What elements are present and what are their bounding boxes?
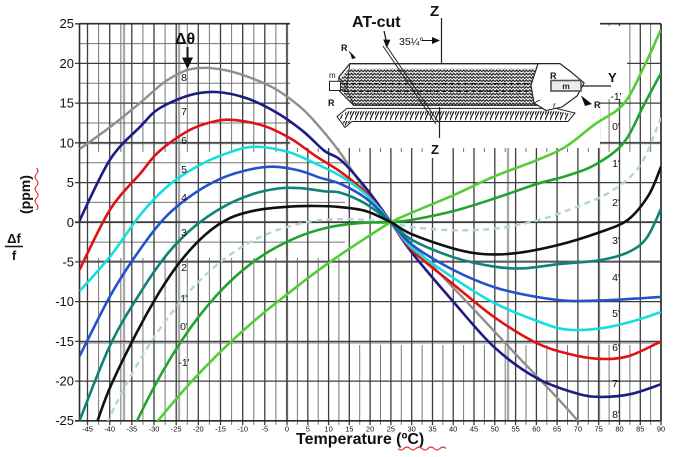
svg-text:2': 2' [612, 197, 620, 209]
svg-text:R: R [328, 98, 335, 108]
svg-text:-20: -20 [55, 374, 74, 389]
svg-text:20: 20 [60, 56, 74, 71]
svg-text:Z: Z [430, 3, 439, 20]
svg-text:5': 5' [612, 308, 620, 320]
svg-text:6: 6 [181, 135, 187, 147]
svg-text:-15: -15 [55, 334, 74, 349]
svg-text:-20: -20 [193, 425, 204, 434]
svg-text:8: 8 [181, 72, 187, 84]
svg-text:0': 0' [180, 321, 188, 333]
svg-text:40: 40 [449, 425, 457, 434]
svg-text:75: 75 [595, 425, 603, 434]
svg-text:-30: -30 [149, 425, 160, 434]
svg-text:-15: -15 [215, 425, 226, 434]
svg-text:5: 5 [67, 175, 74, 190]
svg-text:0': 0' [612, 121, 620, 133]
svg-text:8': 8' [612, 409, 620, 421]
svg-text:3': 3' [612, 235, 620, 247]
svg-text:-45: -45 [82, 425, 93, 434]
svg-text:Y: Y [608, 70, 617, 85]
svg-text:55: 55 [511, 425, 519, 434]
svg-text:2: 2 [181, 262, 187, 274]
svg-text:85: 85 [636, 425, 644, 434]
svg-text:15: 15 [60, 96, 74, 111]
svg-text:65: 65 [553, 425, 561, 434]
svg-text:R: R [341, 43, 348, 53]
svg-text:-1': -1' [178, 357, 189, 369]
svg-text:-25: -25 [55, 413, 74, 428]
svg-text:35: 35 [428, 425, 436, 434]
svg-text:15: 15 [345, 425, 353, 434]
svg-text:7: 7 [181, 106, 187, 118]
svg-text:Δθ: Δθ [175, 31, 195, 48]
svg-text:-10: -10 [237, 425, 248, 434]
svg-text:-10: -10 [55, 294, 74, 309]
svg-text:70: 70 [574, 425, 582, 434]
svg-text:AT-cut: AT-cut [352, 14, 401, 31]
svg-text:R: R [550, 71, 557, 81]
svg-text:4: 4 [181, 192, 187, 204]
svg-text:-40: -40 [104, 425, 115, 434]
svg-text:3: 3 [181, 227, 187, 239]
svg-text:1': 1' [180, 293, 188, 305]
svg-text:35¼°: 35¼° [399, 36, 424, 48]
svg-text:20: 20 [366, 425, 374, 434]
svg-text:Z: Z [431, 142, 439, 157]
svg-text:10: 10 [60, 135, 74, 150]
svg-text:50: 50 [491, 425, 499, 434]
svg-text:(ppm): (ppm) [17, 175, 33, 214]
svg-text:-25: -25 [171, 425, 182, 434]
svg-text:7': 7' [612, 378, 620, 390]
svg-text:6': 6' [612, 342, 620, 354]
svg-text:r: r [553, 100, 556, 110]
svg-text:1': 1' [612, 158, 620, 170]
svg-text:f: f [12, 248, 17, 263]
svg-text:-35: -35 [126, 425, 137, 434]
svg-text:5: 5 [306, 425, 310, 434]
svg-text:0: 0 [67, 215, 74, 230]
svg-text:m: m [562, 81, 570, 91]
svg-text:10: 10 [324, 425, 332, 434]
svg-text:Δf: Δf [7, 231, 21, 246]
svg-text:80: 80 [615, 425, 623, 434]
svg-text:R: R [594, 100, 601, 110]
svg-text:5: 5 [181, 164, 187, 176]
svg-text:25: 25 [387, 425, 395, 434]
svg-text:30: 30 [408, 425, 416, 434]
svg-text:25: 25 [60, 16, 74, 31]
svg-text:-5: -5 [62, 254, 74, 269]
svg-text:45: 45 [470, 425, 478, 434]
svg-text:-1': -1' [610, 91, 621, 103]
svg-text:-5: -5 [261, 425, 268, 434]
svg-text:60: 60 [532, 425, 540, 434]
svg-text:0: 0 [285, 425, 289, 434]
svg-text:90: 90 [657, 425, 665, 434]
svg-text:Temperature (ºC): Temperature (ºC) [296, 431, 424, 448]
svg-text:4': 4' [612, 272, 620, 284]
svg-text:m: m [329, 71, 336, 80]
